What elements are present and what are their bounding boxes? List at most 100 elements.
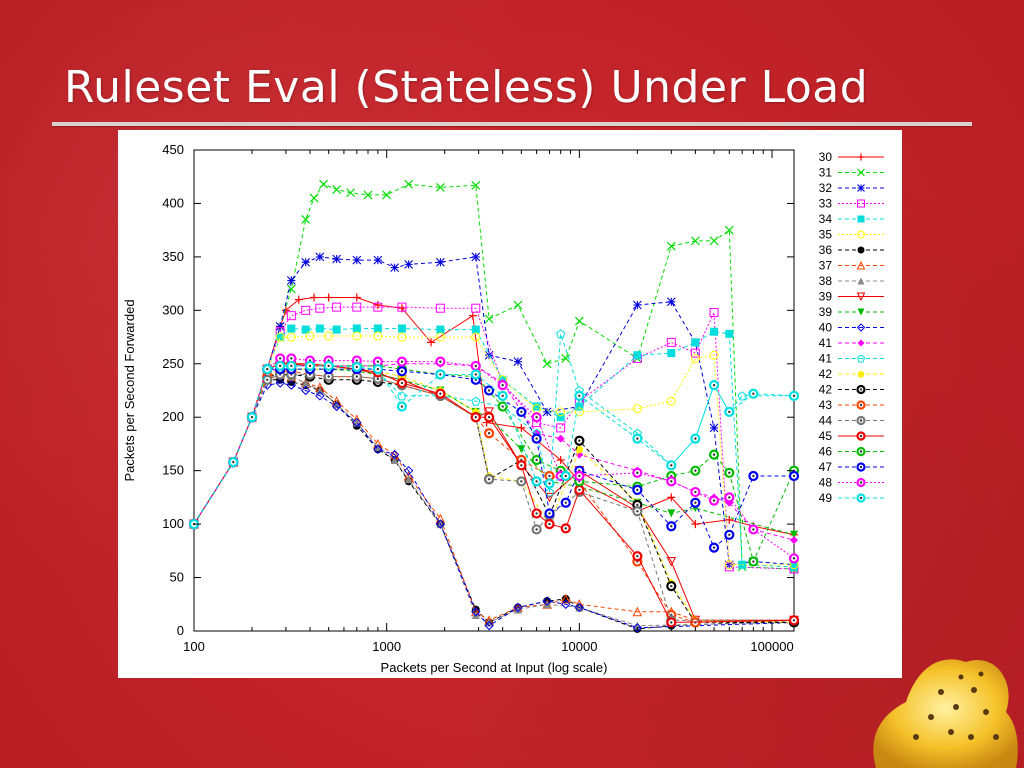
- data-point: [857, 246, 865, 254]
- data-point: [484, 407, 494, 417]
- legend-label: 41: [819, 352, 833, 366]
- data-point: [331, 401, 342, 412]
- data-point: [389, 449, 400, 460]
- data-point: [286, 276, 296, 285]
- legend-label: 42: [819, 367, 833, 381]
- data-point: [315, 391, 325, 401]
- data-point-center: [859, 434, 863, 438]
- data-point: [667, 509, 676, 518]
- data-point: [632, 404, 642, 414]
- data-point: [301, 385, 311, 396]
- data-point: [332, 254, 342, 264]
- data-point: [542, 407, 552, 417]
- legend-label: 49: [819, 491, 833, 505]
- data-point-center: [859, 403, 863, 407]
- legend-label: 42: [819, 383, 833, 397]
- data-point-center: [520, 480, 523, 483]
- data-point: [324, 293, 333, 302]
- data-point-center: [694, 469, 697, 472]
- data-point: [724, 225, 734, 235]
- data-point: [725, 515, 734, 524]
- data-point-center: [278, 357, 282, 360]
- data-point: [436, 257, 445, 267]
- data-point: [666, 396, 676, 406]
- data-point: [301, 215, 311, 224]
- x-tick-label: 1000: [372, 639, 401, 654]
- data-point: [404, 259, 414, 269]
- data-point: [517, 423, 526, 432]
- data-point-center: [694, 490, 697, 494]
- data-point-center: [232, 460, 235, 464]
- data-point-center: [439, 373, 442, 376]
- data-point: [332, 185, 342, 194]
- data-point: [857, 199, 865, 208]
- data-point: [276, 333, 285, 342]
- data-point: [709, 236, 719, 246]
- series-group: [188, 179, 800, 633]
- data-point: [275, 321, 285, 331]
- data-point-center: [501, 383, 504, 387]
- legend-label: 43: [819, 398, 833, 412]
- data-point: [485, 618, 494, 627]
- data-point: [513, 300, 523, 310]
- legend-label: 41: [819, 336, 833, 350]
- data-point: [309, 193, 319, 203]
- data-point: [666, 241, 676, 251]
- data-point: [556, 434, 565, 443]
- y-axis-label: Packets per Second Forwarded: [122, 299, 137, 481]
- data-point: [857, 168, 865, 177]
- data-point: [471, 180, 481, 190]
- data-point-center: [501, 405, 504, 408]
- data-point-center: [487, 478, 491, 481]
- data-point: [390, 263, 400, 272]
- data-point: [332, 302, 342, 312]
- data-point: [332, 325, 341, 334]
- data-point: [710, 327, 719, 336]
- data-point-center: [266, 378, 269, 382]
- data-point: [468, 311, 477, 320]
- data-point: [305, 331, 315, 341]
- data-point-center: [535, 437, 538, 440]
- data-point-center: [752, 528, 755, 531]
- data-point: [542, 596, 552, 606]
- data-point: [561, 594, 570, 603]
- data-point: [390, 455, 399, 464]
- data-point: [373, 444, 383, 454]
- data-point-center: [290, 357, 293, 360]
- legend-label: 40: [819, 321, 833, 335]
- data-point-center: [439, 392, 442, 395]
- data-point: [397, 324, 406, 333]
- data-point: [373, 255, 383, 265]
- data-point: [436, 325, 445, 334]
- data-point: [632, 300, 642, 310]
- data-point: [857, 339, 865, 347]
- y-tick-label: 400: [162, 195, 184, 210]
- data-point: [324, 331, 334, 341]
- data-point: [435, 519, 446, 529]
- data-point-center: [728, 533, 731, 536]
- data-point-center: [535, 512, 538, 515]
- data-point-center: [636, 503, 639, 507]
- data-point: [556, 329, 566, 339]
- data-point-center: [535, 458, 538, 462]
- data-point-center: [636, 471, 639, 475]
- data-point: [574, 407, 584, 417]
- data-point: [542, 359, 552, 369]
- data-point-center: [400, 381, 404, 385]
- data-point-center: [290, 364, 293, 368]
- data-point-center: [474, 416, 477, 419]
- data-point: [513, 605, 522, 614]
- data-point-center: [752, 474, 755, 478]
- data-point-center: [792, 394, 796, 398]
- series-line: [193, 368, 794, 549]
- data-point: [666, 297, 676, 307]
- data-point-center: [487, 416, 491, 419]
- data-point-center: [250, 416, 254, 419]
- data-point-center: [670, 584, 673, 588]
- data-point-center: [859, 419, 863, 422]
- data-point-center: [712, 546, 716, 549]
- data-point-center: [327, 375, 330, 378]
- data-point: [319, 179, 328, 189]
- data-point: [373, 300, 382, 309]
- data-point: [301, 305, 311, 315]
